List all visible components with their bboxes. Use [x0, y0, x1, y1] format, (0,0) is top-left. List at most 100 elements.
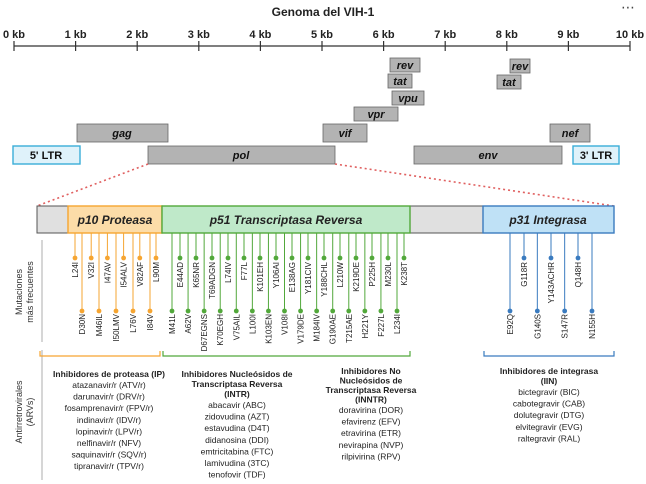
- domain-integrase-label: p31 Integrasa: [508, 213, 587, 227]
- drug-brackets: [39, 351, 615, 357]
- svg-text:más frecuentes: más frecuentes: [25, 261, 35, 323]
- gene-tat-1-label: tat: [393, 76, 408, 88]
- gene-nef: [549, 123, 591, 143]
- mutation-label: G190AE: [329, 314, 338, 344]
- axis-tick-label: 10 kb: [616, 29, 644, 41]
- more-options-icon[interactable]: ⋯: [621, 0, 636, 16]
- mutation-dot: [153, 255, 159, 261]
- gene-rev-1-label: rev: [397, 60, 414, 72]
- domain-rt: [161, 205, 411, 234]
- drug-name: didanosina (DDI): [205, 435, 269, 445]
- mutation-dot: [257, 255, 263, 261]
- mutation-dot: [534, 308, 540, 314]
- domain-protease: [67, 205, 163, 234]
- mutation-dot: [314, 308, 320, 314]
- mutation-label: M46IL: [95, 313, 104, 336]
- pol-domain-bar: p10 Proteasa p51 Transcriptasa Reversa p…: [36, 205, 615, 234]
- mutation-dot: [72, 255, 78, 261]
- mutation-label: L90M: [152, 262, 161, 282]
- svg-text:Mutaciones: Mutaciones: [14, 268, 24, 315]
- drug-name: lamivudina (3TC): [205, 458, 270, 468]
- drug-name: atazanavir/r (ATV/r): [72, 380, 146, 390]
- gene-vpu: [391, 90, 425, 106]
- gene-vpr-label: vpr: [367, 109, 385, 121]
- mutation-dot: [88, 255, 94, 261]
- mutation-label: K65NR: [192, 262, 201, 288]
- mutation-dot: [113, 308, 119, 314]
- mutation-dot: [507, 308, 513, 314]
- mutation-dot: [298, 308, 303, 314]
- mutation-dot: [105, 255, 110, 261]
- ltr-5: [12, 145, 81, 165]
- diagram-title: Genoma del VIH-1: [272, 5, 375, 19]
- mutation-dot: [589, 308, 595, 314]
- drug-name: saquinavir/r (SQV/r): [71, 450, 146, 460]
- drug-name: abacavir (ABC): [208, 400, 266, 410]
- mutation-dot: [282, 308, 287, 314]
- mutation-label: L74IV: [224, 261, 233, 283]
- svg-text:Antirretrovirales: Antirretrovirales: [14, 380, 24, 444]
- mutation-label: I50LMV: [112, 313, 121, 341]
- gene-env: [413, 145, 563, 165]
- mutation-dot: [548, 255, 554, 261]
- drug-class-header: (INTR): [224, 389, 250, 399]
- gene-vif-label: vif: [339, 128, 353, 140]
- mutation-label: Y188CHL: [320, 261, 329, 296]
- mutation-dot: [241, 255, 247, 261]
- mutation-label: V108I: [281, 314, 290, 335]
- drug-lists: Inhibidores de proteasa (IP)atazanavir/r…: [53, 366, 598, 480]
- mutation-label: I54ALV: [120, 261, 129, 287]
- ltr-3-label: 3' LTR: [580, 150, 612, 162]
- gene-vpr: [353, 106, 399, 122]
- mutation-label: L24I: [71, 262, 80, 278]
- axis-tick-label: 9 kb: [557, 29, 579, 41]
- mutation-dot: [521, 255, 527, 261]
- mutation-label: E92Q: [506, 314, 515, 334]
- mutation-label: M230L: [384, 261, 393, 286]
- mutation-markers: L24I V32I I47AV I54ALV V82AF L90M D30N M46IL I50…: [71, 233, 597, 351]
- zoom-line-left: [36, 163, 149, 207]
- gene-pol: [147, 145, 336, 165]
- drug-name: elvitegravir (EVG): [515, 422, 582, 432]
- drug-class-header: (IIN): [541, 376, 558, 386]
- gene-tat-2-label: tat: [502, 77, 517, 89]
- mutation-dot: [401, 255, 407, 261]
- gene-pol-label: pol: [232, 150, 250, 162]
- gene-gag: [76, 123, 169, 143]
- mutation-label: Y106AI: [272, 262, 281, 288]
- drug-name: nevirapina (NVP): [339, 440, 404, 450]
- mutation-dot: [369, 255, 375, 261]
- mutation-dot: [185, 308, 191, 314]
- mutation-label: Y143ACHR: [547, 262, 556, 304]
- mutation-label: G118R: [520, 262, 529, 287]
- axis-tick-label: 4 kb: [249, 29, 271, 41]
- drug-class-header: Inhibidores Nucleósidos de: [182, 369, 293, 379]
- axis-tick-label: 5 kb: [311, 29, 333, 41]
- mutation-dot: [130, 308, 136, 314]
- axis-tick-label: 8 kb: [496, 29, 518, 41]
- side-label-arvs: Antirretrovirales (ARVs): [14, 380, 35, 444]
- mutation-dot: [266, 308, 271, 314]
- mutation-dot: [289, 255, 295, 261]
- drug-name: bictegravir (BIC): [518, 387, 580, 397]
- drug-name: darunavir/r (DRV/r): [73, 392, 145, 402]
- mutation-label: K101EH: [256, 262, 265, 292]
- drug-class-header: Nucleósidos de: [340, 376, 403, 386]
- mutation-dot: [575, 255, 581, 261]
- mutation-label: V179DE: [297, 314, 306, 344]
- mutation-dot: [385, 255, 391, 261]
- gene-map: rev tat vpu vpr vif rev tat nef gag pol …: [12, 57, 620, 165]
- domain-integrase: [482, 205, 615, 234]
- side-label-mutations: Mutaciones más frecuentes: [14, 261, 35, 323]
- gene-rev-2: [509, 58, 531, 74]
- gene-nef-label: nef: [562, 128, 580, 140]
- axis-tick-label: 7 kb: [434, 29, 456, 41]
- gene-gag-label: gag: [111, 128, 132, 140]
- mutation-dot: [201, 308, 207, 314]
- mutation-dot: [193, 255, 199, 261]
- ltr-5-label: 5' LTR: [30, 150, 62, 162]
- mutation-label: T69ADGN: [208, 262, 217, 299]
- gene-vif: [322, 123, 368, 143]
- zoom-line-right: [334, 163, 615, 207]
- drug-name: tenofovir (TDF): [208, 470, 265, 480]
